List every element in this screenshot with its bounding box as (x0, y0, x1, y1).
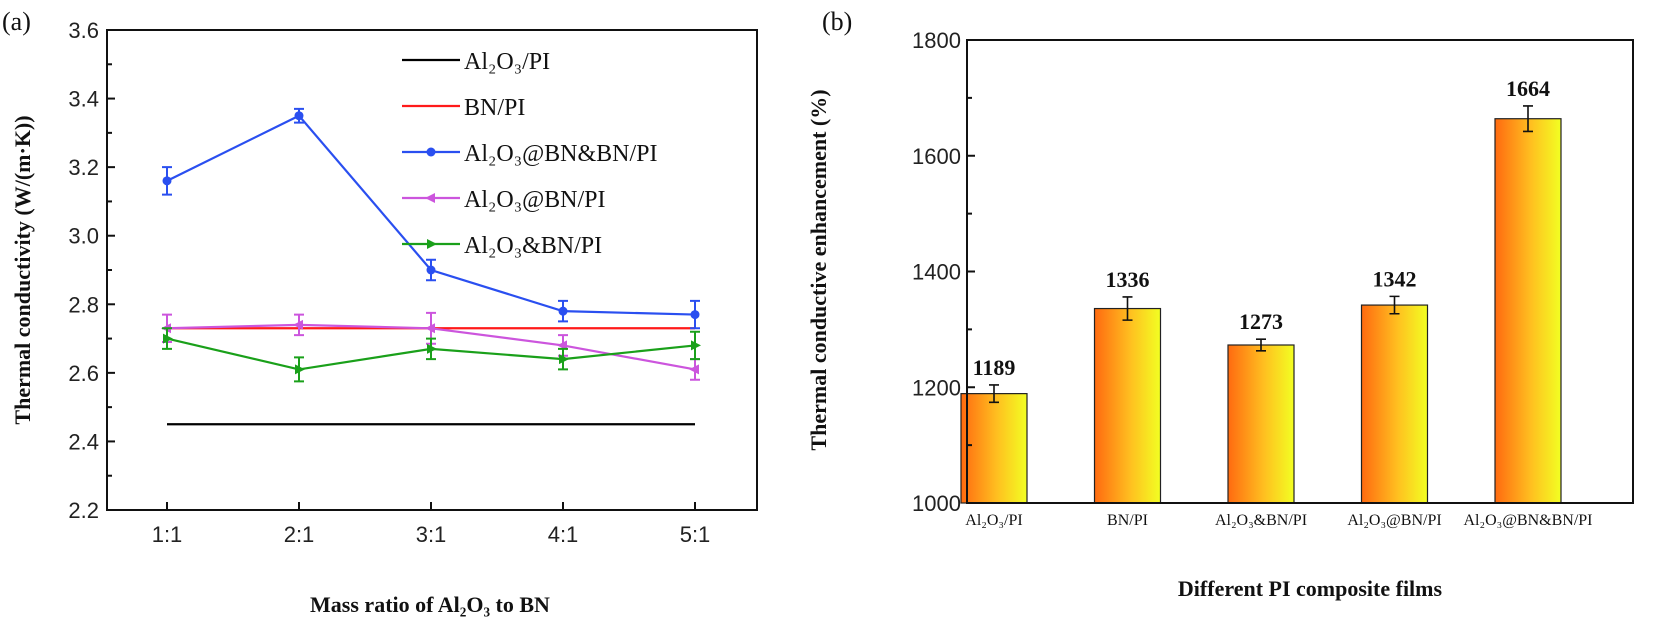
y-tick-label: 1000 (912, 491, 961, 516)
error-bar (1122, 296, 1133, 321)
bar (1494, 118, 1562, 504)
data-point (689, 364, 699, 375)
x-tick-label: Al₂O₃@BN&BN/PI (1463, 512, 1592, 529)
panel-a-x-axis-label: Mass ratio of Al₂O₃ to BN (310, 592, 550, 617)
panel-b-y-axis-label: Thermal conductive enhancement (%) (806, 89, 831, 450)
x-tick-label: BN/PI (1107, 512, 1148, 529)
bar (1093, 307, 1162, 504)
y-tick-label: 3.4 (68, 87, 99, 112)
bar-group: 1342 (1360, 266, 1429, 504)
series-2 (162, 107, 700, 330)
y-tick-label: 2.2 (68, 498, 99, 523)
y-tick-label: 1600 (912, 144, 961, 169)
data-label: 1664 (1506, 76, 1550, 101)
x-tick-label: Al₂O₃/PI (965, 512, 1022, 529)
legend-item: BN/PI (402, 95, 525, 121)
panel-a-y-axis-label: Thermal conductivity (W/(m·K)) (10, 115, 35, 424)
y-tick-label: 3.2 (68, 155, 99, 180)
series-3 (161, 311, 700, 381)
data-label: 1336 (1106, 267, 1150, 292)
data-point (427, 343, 437, 354)
bar-group: 1273 (1227, 309, 1295, 504)
bar (960, 393, 1028, 504)
panel-b-label: (b) (822, 7, 852, 36)
y-tick-label: 2.4 (68, 429, 99, 454)
x-tick-label: Al₂O₃&BN/PI (1215, 512, 1307, 529)
data-point (559, 354, 569, 365)
error-bar (1389, 295, 1400, 315)
y-tick-label: 2.6 (68, 361, 99, 386)
legend-label: Al₂O₃/PI (464, 49, 550, 75)
panel-b: (b) Thermal conductive enhancement (%) D… (806, 7, 1634, 601)
data-point (293, 319, 303, 330)
data-point (163, 333, 173, 344)
data-point (558, 306, 568, 316)
legend-marker (427, 239, 437, 249)
bar (1227, 344, 1295, 504)
panel-a: (a) Thermal conductivity (W/(m·K)) Mass … (2, 7, 758, 617)
data-point (162, 176, 172, 186)
data-label: 1273 (1239, 309, 1283, 334)
series-4 (162, 327, 701, 383)
legend-marker (425, 193, 435, 203)
error-bar (989, 384, 999, 404)
y-tick-label: 3.0 (68, 224, 99, 249)
data-point (425, 323, 435, 334)
bar (1360, 304, 1429, 504)
x-tick-label: 5:1 (680, 522, 711, 547)
bar-group: 1189 (960, 355, 1028, 504)
legend-marker (426, 147, 436, 157)
legend-item: Al₂O₃/PI (402, 49, 550, 75)
x-tick-label: 4:1 (548, 522, 579, 547)
legend-item: Al₂O₃@BN&BN/PI (402, 141, 658, 167)
legend-label: Al₂O₃@BN&BN/PI (464, 141, 658, 167)
legend-label: Al₂O₃&BN/PI (464, 233, 602, 259)
bar-group: 1664 (1494, 76, 1562, 504)
panel-a-label: (a) (2, 7, 31, 36)
data-label: 1189 (973, 355, 1016, 380)
x-tick-label: 2:1 (284, 522, 315, 547)
panel-b-x-axis-label: Different PI composite films (1178, 576, 1443, 601)
data-point (426, 265, 436, 275)
y-tick-label: 1200 (912, 375, 961, 400)
x-tick-label: 3:1 (416, 522, 447, 547)
data-point (690, 310, 700, 320)
legend-item: Al₂O₃@BN/PI (402, 187, 606, 213)
bar-group: 1336 (1093, 267, 1162, 504)
legend-label: Al₂O₃@BN/PI (464, 187, 606, 213)
error-bar (1523, 105, 1533, 133)
y-tick-label: 1400 (912, 260, 961, 285)
data-point (295, 364, 305, 375)
data-label: 1342 (1373, 266, 1417, 291)
y-tick-label: 3.6 (68, 18, 99, 43)
legend-label: BN/PI (464, 95, 525, 121)
y-tick-label: 1800 (912, 28, 961, 53)
legend-item: Al₂O₃&BN/PI (402, 233, 602, 259)
y-tick-label: 2.8 (68, 292, 99, 317)
x-tick-label: 1:1 (152, 522, 183, 547)
data-point (294, 111, 304, 121)
error-bar (1256, 338, 1266, 352)
x-tick-label: Al₂O₃@BN/PI (1347, 512, 1441, 529)
data-point (691, 340, 701, 351)
